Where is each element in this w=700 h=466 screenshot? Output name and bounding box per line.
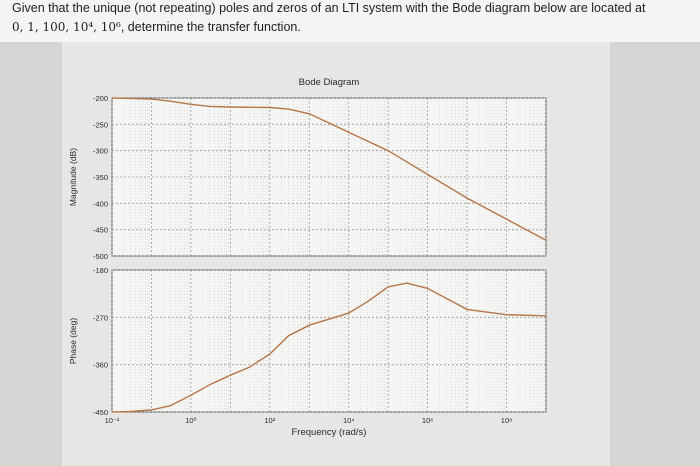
y-axis-label-magnitude: Magnitude (dB) xyxy=(68,148,78,206)
x-tick-label: 10² xyxy=(264,416,275,425)
y-tick-label: -450 xyxy=(93,226,108,235)
x-tick-label: 10⁻² xyxy=(105,416,120,425)
x-axis-label: Frequency (rad/s) xyxy=(292,427,367,438)
y-tick-label: -500 xyxy=(93,252,108,261)
y-tick-label: -200 xyxy=(93,94,108,103)
question-line-2: 0, 1, 100, 10⁴, 10⁶, determine the trans… xyxy=(12,20,301,34)
y-tick-label: -350 xyxy=(93,173,108,182)
phase-curve xyxy=(111,282,547,413)
y-tick-label: -400 xyxy=(93,199,108,208)
question-line-1: Given that the unique (not repeating) po… xyxy=(12,1,646,15)
bode-figure: Bode Diagram -200 -250 -300 -350 -400 -450 -500… xyxy=(62,42,610,466)
question-header: Given that the unique (not repeating) po… xyxy=(0,0,700,42)
question-line-2-text: , determine the transfer function. xyxy=(120,20,301,34)
y-tick-label: -450 xyxy=(93,408,108,417)
pole-zero-locations: 0, 1, 100, 10⁴, 10⁶ xyxy=(12,20,121,34)
x-tick-label: 10⁶ xyxy=(422,416,433,425)
chart-title: Bode Diagram xyxy=(299,77,360,88)
y-tick-label: -300 xyxy=(93,147,108,156)
y-tick-label: -360 xyxy=(93,361,108,370)
x-tick-label: 10⁸ xyxy=(501,416,513,425)
y-axis-label-phase: Phase (deg) xyxy=(68,318,78,364)
plot-area-phase xyxy=(111,269,547,413)
y-tick-label: -270 xyxy=(93,313,108,322)
y-tick-label: -250 xyxy=(93,120,108,129)
magnitude-curve xyxy=(111,97,547,241)
x-tick-label: 10⁰ xyxy=(185,416,196,425)
y-tick-label: -180 xyxy=(93,266,108,275)
bode-plot-svg: Bode Diagram -200 -250 -300 -350 -400 -450 -500… xyxy=(68,77,547,438)
x-tick-label: 10⁴ xyxy=(343,416,355,425)
